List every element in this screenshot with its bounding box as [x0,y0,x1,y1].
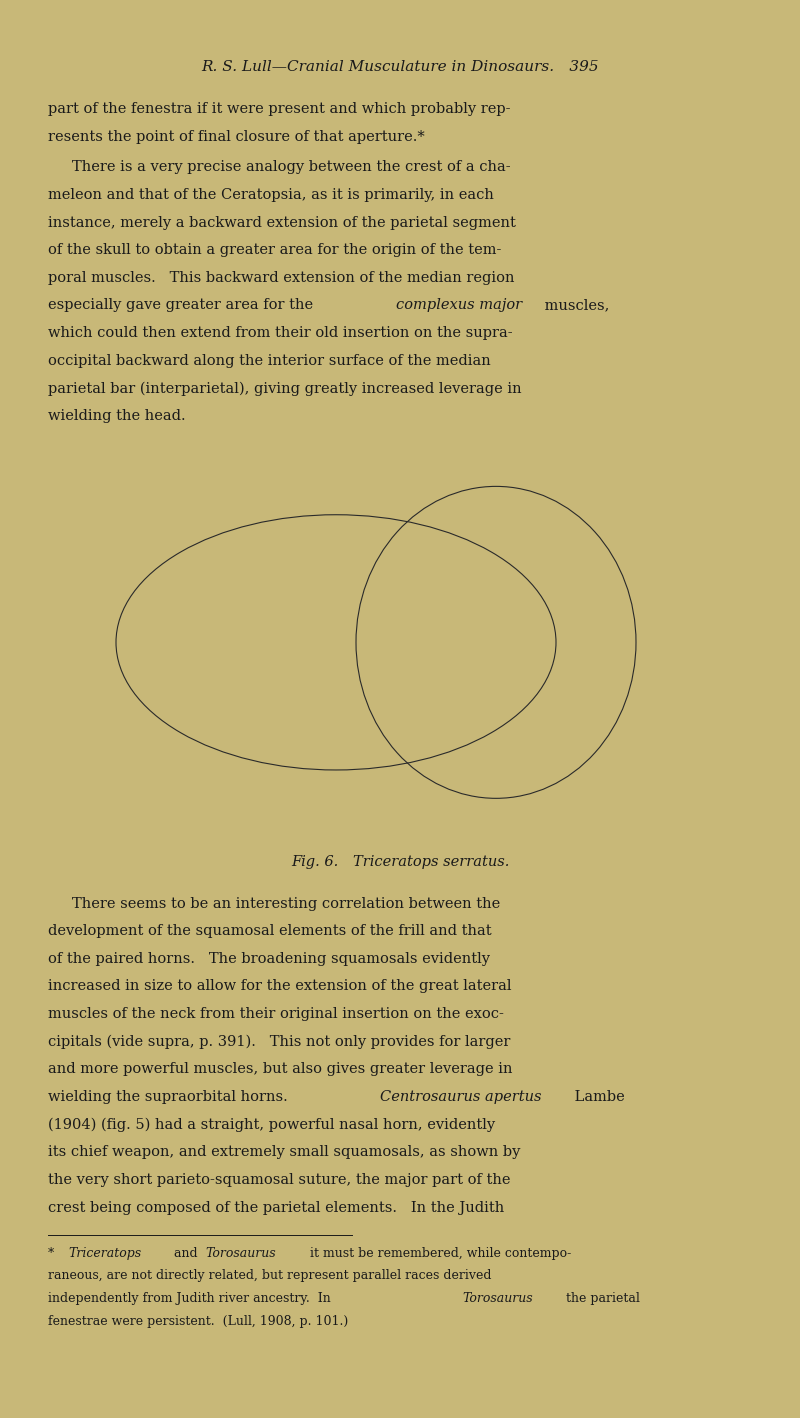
Text: complexus major: complexus major [396,298,522,312]
Text: There is a very precise analogy between the crest of a cha-: There is a very precise analogy between … [72,160,510,174]
Text: meleon and that of the Ceratopsia, as it is primarily, in each: meleon and that of the Ceratopsia, as it… [48,187,494,201]
Text: and more powerful muscles, but also gives greater leverage in: and more powerful muscles, but also give… [48,1062,513,1076]
Text: the very short parieto-squamosal suture, the major part of the: the very short parieto-squamosal suture,… [48,1173,510,1187]
Text: part of the fenestra if it were present and which probably rep-: part of the fenestra if it were present … [48,102,510,116]
Text: muscles,: muscles, [540,298,610,312]
Text: muscles of the neck from their original insertion on the exoc-: muscles of the neck from their original … [48,1007,504,1021]
Text: Torosaurus: Torosaurus [462,1292,533,1305]
Text: development of the squamosal elements of the frill and that: development of the squamosal elements of… [48,925,492,939]
Text: cipitals (vide supra, p. 391).   This not only provides for larger: cipitals (vide supra, p. 391). This not … [48,1035,510,1049]
Text: Fig. 6.  Triceratops serratus.: Fig. 6. Triceratops serratus. [291,855,509,869]
Text: wielding the supraorbital horns.: wielding the supraorbital horns. [48,1090,302,1105]
Text: and: and [170,1246,202,1259]
Text: independently from Judith river ancestry.  In: independently from Judith river ancestry… [48,1292,334,1305]
Text: resents the point of final closure of that aperture.*: resents the point of final closure of th… [48,129,425,143]
Text: *: * [48,1246,58,1259]
Text: the parietal: the parietal [562,1292,640,1305]
Text: of the skull to obtain a greater area for the origin of the tem-: of the skull to obtain a greater area fo… [48,242,502,257]
Text: Lambe: Lambe [570,1090,625,1105]
Text: increased in size to allow for the extension of the great lateral: increased in size to allow for the exten… [48,980,511,994]
Text: raneous, are not directly related, but represent parallel races derived: raneous, are not directly related, but r… [48,1269,491,1282]
Text: occipital backward along the interior surface of the median: occipital backward along the interior su… [48,353,490,367]
Text: poral muscles.   This backward extension of the median region: poral muscles. This backward extension o… [48,271,514,285]
Text: fenestrae were persistent.  (Lull, 1908, p. 101.): fenestrae were persistent. (Lull, 1908, … [48,1314,348,1327]
Text: it must be remembered, while contempo-: it must be remembered, while contempo- [306,1246,571,1259]
Text: R. S. Lull—Cranial Musculature in Dinosaurs.  395: R. S. Lull—Cranial Musculature in Dinosa… [201,60,599,74]
Text: Triceratops: Triceratops [68,1246,141,1259]
Text: (1904) (fig. 5) had a straight, powerful nasal horn, evidently: (1904) (fig. 5) had a straight, powerful… [48,1117,495,1132]
Text: There seems to be an interesting correlation between the: There seems to be an interesting correla… [72,896,500,910]
Text: wielding the head.: wielding the head. [48,408,186,423]
Text: which could then extend from their old insertion on the supra-: which could then extend from their old i… [48,326,513,340]
Text: especially gave greater area for the: especially gave greater area for the [48,298,318,312]
Text: Centrosaurus apertus: Centrosaurus apertus [380,1090,542,1105]
Text: Torosaurus: Torosaurus [206,1246,276,1259]
Text: crest being composed of the parietal elements.   In the Judith: crest being composed of the parietal ele… [48,1201,504,1215]
Text: instance, merely a backward extension of the parietal segment: instance, merely a backward extension of… [48,216,516,230]
Text: parietal bar (interparietal), giving greatly increased leverage in: parietal bar (interparietal), giving gre… [48,381,522,396]
Text: of the paired horns.   The broadening squamosals evidently: of the paired horns. The broadening squa… [48,951,490,966]
Text: its chief weapon, and extremely small squamosals, as shown by: its chief weapon, and extremely small sq… [48,1146,520,1160]
